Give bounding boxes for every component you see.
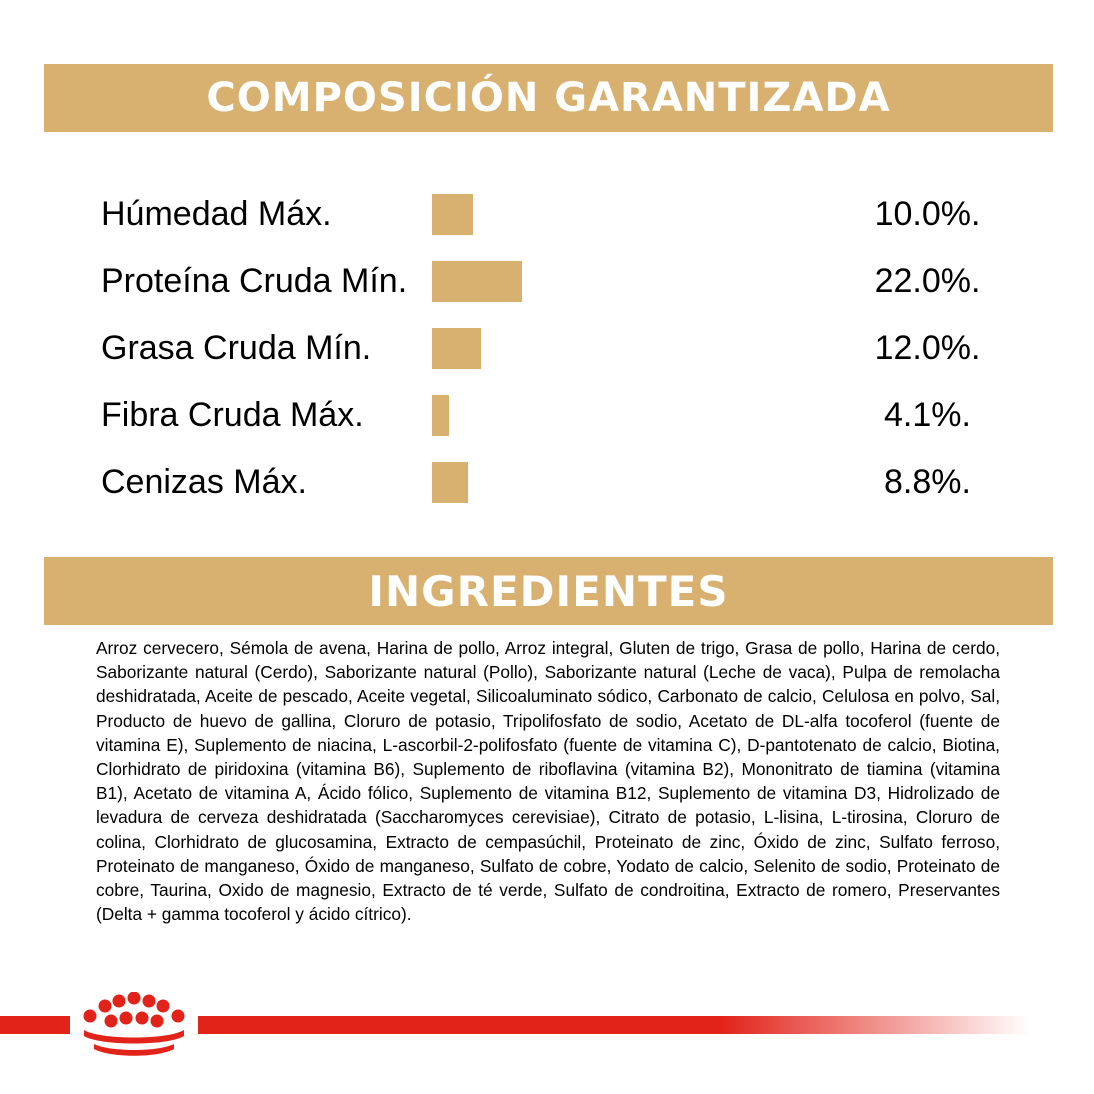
composition-label: Grasa Cruda Mín.	[101, 329, 372, 367]
composition-title-banner: COMPOSICIÓN GARANTIZADA	[44, 64, 1053, 132]
composition-bar	[432, 462, 469, 503]
composition-title: COMPOSICIÓN GARANTIZADA	[206, 75, 891, 121]
composition-value: 10.0%.	[874, 195, 981, 233]
composition-row: Húmedad Máx. 10.0%.	[0, 194, 1094, 254]
composition-label: Cenizas Máx.	[101, 463, 307, 501]
composition-row: Proteína Cruda Mín. 22.0%.	[0, 261, 1094, 321]
composition-bar	[432, 261, 523, 302]
composition-value: 22.0%.	[874, 262, 981, 300]
ingredients-title: INGREDIENTES	[368, 566, 729, 616]
ingredients-title-banner: INGREDIENTES	[44, 557, 1053, 625]
composition-label: Proteína Cruda Mín.	[101, 262, 408, 300]
footer-accent-line	[0, 1016, 1030, 1034]
composition-value: 12.0%.	[874, 329, 981, 367]
composition-label: Fibra Cruda Máx.	[101, 396, 364, 434]
composition-row: Fibra Cruda Máx. 4.1%.	[0, 395, 1094, 455]
composition-value: 8.8%.	[884, 463, 971, 501]
composition-row: Cenizas Máx. 8.8%.	[0, 462, 1094, 522]
composition-bar	[432, 395, 449, 436]
composition-label: Húmedad Máx.	[101, 195, 332, 233]
composition-value: 4.1%.	[884, 396, 971, 434]
composition-bar	[432, 194, 473, 235]
composition-bar	[432, 328, 482, 369]
ingredients-text: Arroz cervecero, Sémola de avena, Harina…	[96, 638, 1000, 925]
crown-icon	[70, 991, 198, 1062]
composition-row: Grasa Cruda Mín. 12.0%.	[0, 328, 1094, 388]
